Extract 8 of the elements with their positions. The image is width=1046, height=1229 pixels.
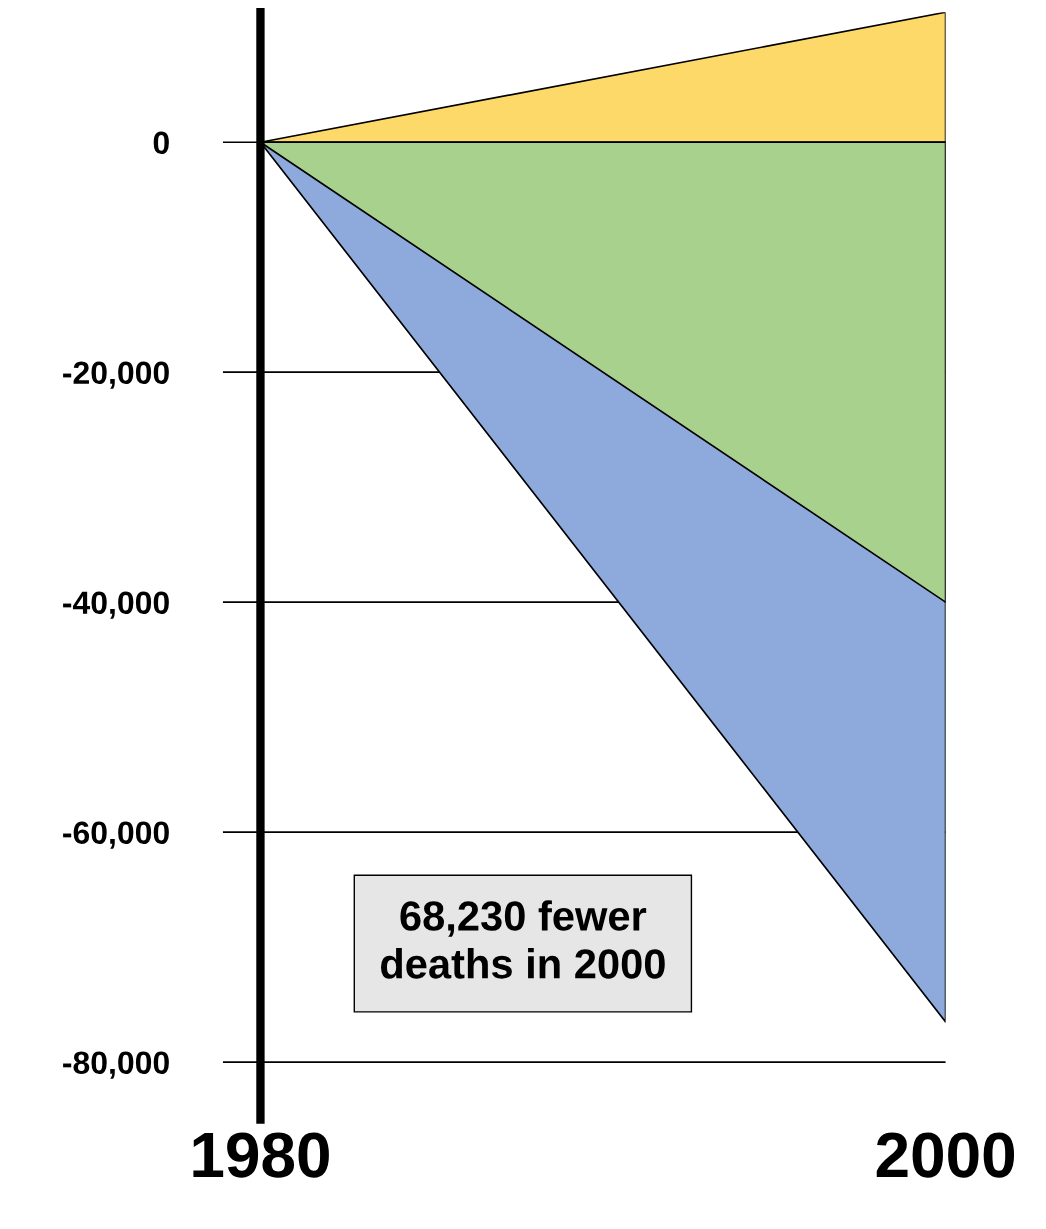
x-tick-label: 2000 xyxy=(876,1132,1015,1178)
y-tick-label: -20,000 xyxy=(63,361,169,389)
y-tick-label: -40,000 xyxy=(63,591,169,619)
y-tick-label: -80,000 xyxy=(63,1051,169,1079)
y-tick-label: -60,000 xyxy=(63,821,169,849)
y-tick-label: 0 xyxy=(153,131,169,155)
annotation: 68,230 fewer deaths in 2000 xyxy=(381,900,665,979)
x-tick-label: 1980 xyxy=(193,1132,329,1178)
